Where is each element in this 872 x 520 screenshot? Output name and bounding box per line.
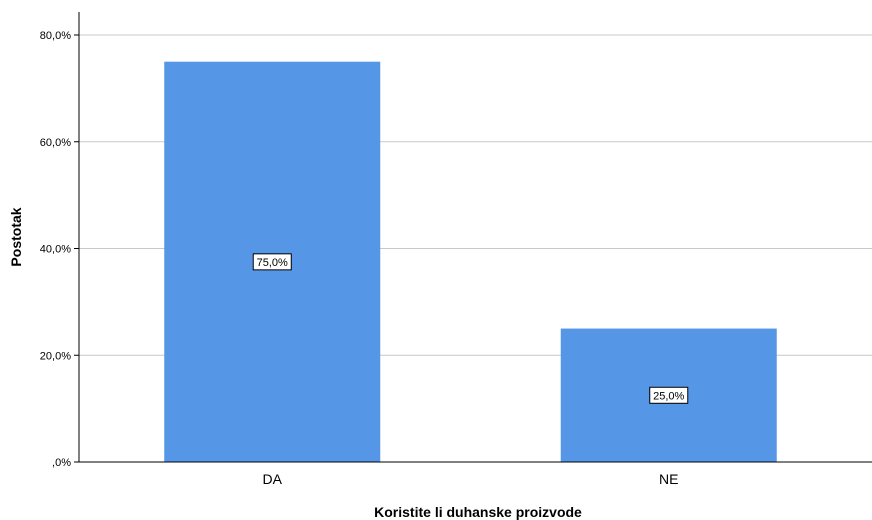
x-tick-label: DA <box>263 471 283 487</box>
x-tick-label: NE <box>659 471 678 487</box>
y-tick-label: ,0% <box>52 457 71 469</box>
y-tick-label: 20,0% <box>40 350 71 362</box>
data-label-text: 75,0% <box>257 257 288 269</box>
data-label-ne: 25,0% <box>649 386 689 404</box>
data-label-box <box>252 253 292 271</box>
data-label-box <box>649 386 689 404</box>
y-axis-title: Postotak <box>8 207 24 266</box>
data-label-da: 75,0% <box>252 253 292 271</box>
y-tick-label: 40,0% <box>40 244 71 256</box>
y-tick-label: 80,0% <box>40 30 71 42</box>
data-labels: 75,0% 25,0% <box>252 253 689 404</box>
x-axis-title: Koristite li duhanske proizvode <box>374 504 582 520</box>
x-tick-labels: DA NE <box>263 471 679 487</box>
axes <box>78 12 872 463</box>
data-label-text: 25,0% <box>653 390 684 402</box>
y-tick-label: 60,0% <box>40 137 71 149</box>
y-tick-labels: ,0% 20,0% 40,0% 60,0% 80,0% <box>40 30 79 469</box>
